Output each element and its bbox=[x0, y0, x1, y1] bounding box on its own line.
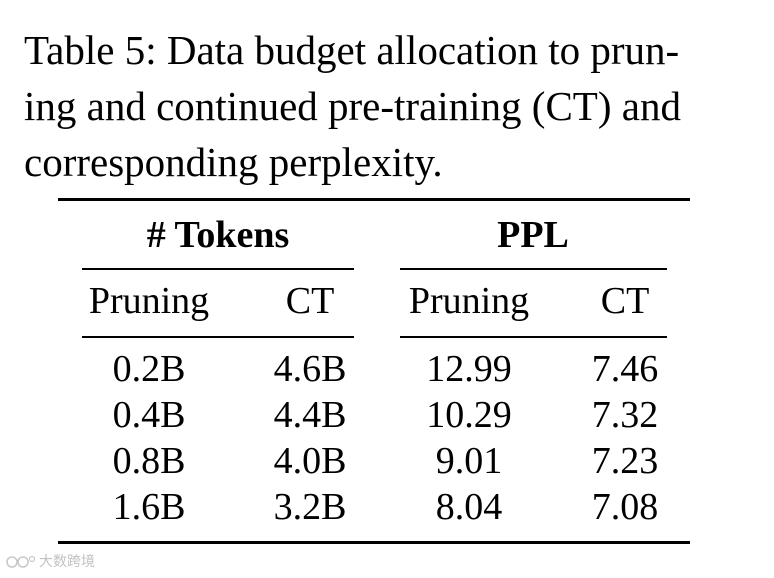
bottom-rule bbox=[58, 541, 690, 544]
group-header-tokens: # Tokens bbox=[146, 214, 290, 256]
caption-line: ing and continued pre-training (CT) and bbox=[24, 83, 681, 129]
watermark-logo-icon bbox=[6, 555, 36, 568]
group-rule-ppl bbox=[400, 268, 667, 270]
group-header-ppl: PPL bbox=[497, 214, 569, 256]
cell-tokens-pruning: 0.8B bbox=[112, 440, 186, 482]
table-caption: Table 5: Data budget allocation to prun-… bbox=[24, 22, 754, 190]
watermark-text: 大数跨境 bbox=[39, 554, 95, 570]
cell-tokens-pruning: 0.2B bbox=[112, 348, 186, 390]
subheader-rule-ppl bbox=[400, 336, 667, 338]
subheader-tokens-ct: CT bbox=[285, 280, 335, 322]
group-rule-tokens bbox=[82, 268, 354, 270]
cell-ppl-ct: 7.08 bbox=[591, 486, 659, 528]
watermark: 大数跨境 bbox=[6, 550, 106, 574]
cell-ppl-ct: 7.46 bbox=[591, 348, 659, 390]
cell-tokens-ct: 4.6B bbox=[273, 348, 347, 390]
cell-ppl-ct: 7.32 bbox=[591, 394, 659, 436]
subheader-tokens-pruning: Pruning bbox=[88, 280, 210, 322]
caption-line: corresponding perplexity. bbox=[24, 139, 443, 185]
cell-tokens-pruning: 0.4B bbox=[112, 394, 186, 436]
cell-tokens-pruning: 1.6B bbox=[112, 486, 186, 528]
caption-line: Table 5: Data budget allocation to prun- bbox=[24, 27, 680, 73]
cell-ppl-pruning: 9.01 bbox=[435, 440, 503, 482]
cell-ppl-pruning: 10.29 bbox=[426, 394, 512, 436]
cell-ppl-pruning: 8.04 bbox=[435, 486, 503, 528]
subheader-ppl-pruning: Pruning bbox=[408, 280, 530, 322]
subheader-ppl-ct: CT bbox=[600, 280, 650, 322]
cell-tokens-ct: 4.4B bbox=[273, 394, 347, 436]
top-rule bbox=[58, 198, 690, 201]
cell-ppl-pruning: 12.99 bbox=[426, 348, 512, 390]
subheader-rule-tokens bbox=[82, 336, 354, 338]
cell-tokens-ct: 4.0B bbox=[273, 440, 347, 482]
cell-tokens-ct: 3.2B bbox=[273, 486, 347, 528]
cell-ppl-ct: 7.23 bbox=[591, 440, 659, 482]
